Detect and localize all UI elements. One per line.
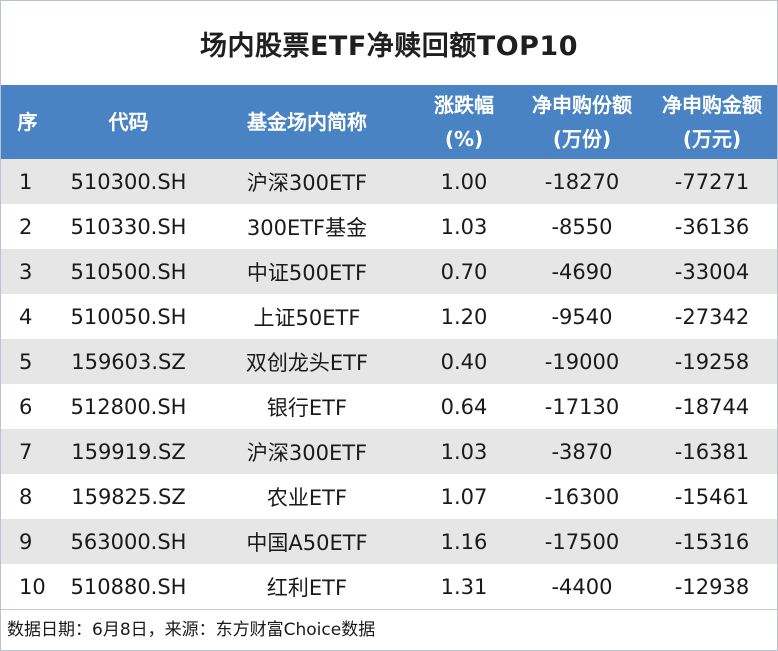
cell-change: 1.00 xyxy=(411,159,517,204)
cell-change: 1.03 xyxy=(411,429,517,474)
cell-change: 0.70 xyxy=(411,249,517,294)
table-row: 3 510500.SH 中证500ETF 0.70 -4690 -33004 xyxy=(1,249,777,294)
table-row: 5 159603.SZ 双创龙头ETF 0.40 -19000 -19258 xyxy=(1,339,777,384)
cell-index: 2 xyxy=(1,204,54,249)
header-code: 代码 xyxy=(54,85,203,159)
cell-net-shares: -8550 xyxy=(517,204,647,249)
cell-net-amount: -15316 xyxy=(647,519,777,564)
header-net-shares-line1: 净申购份额 xyxy=(532,93,632,117)
cell-index: 9 xyxy=(1,519,54,564)
table-row: 7 159919.SZ 沪深300ETF 1.03 -3870 -16381 xyxy=(1,429,777,474)
cell-change: 1.16 xyxy=(411,519,517,564)
cell-name: 中证500ETF xyxy=(203,249,411,294)
cell-net-amount: -15461 xyxy=(647,474,777,519)
cell-name: 红利ETF xyxy=(203,564,411,609)
cell-change: 1.20 xyxy=(411,294,517,339)
cell-net-amount: -16381 xyxy=(647,429,777,474)
etf-redemption-table: 序 代码 基金场内简称 涨跌幅 (%) 净申购份额 (万份) 净申购金额 (万元… xyxy=(1,85,777,609)
cell-code: 512800.SH xyxy=(54,384,203,429)
table-row: 1 510300.SH 沪深300ETF 1.00 -18270 -77271 xyxy=(1,159,777,204)
table-row: 2 510330.SH 300ETF基金 1.03 -8550 -36136 xyxy=(1,204,777,249)
header-row: 序 代码 基金场内简称 涨跌幅 (%) 净申购份额 (万份) 净申购金额 (万元… xyxy=(1,85,777,159)
table-row: 6 512800.SH 银行ETF 0.64 -17130 -18744 xyxy=(1,384,777,429)
title-bar: 场内股票ETF净赎回额TOP10 xyxy=(1,1,777,85)
cell-index: 6 xyxy=(1,384,54,429)
cell-net-amount: -77271 xyxy=(647,159,777,204)
cell-code: 510330.SH xyxy=(54,204,203,249)
cell-net-shares: -3870 xyxy=(517,429,647,474)
cell-index: 5 xyxy=(1,339,54,384)
header-net-amount-line2: (万元) xyxy=(682,127,742,151)
cell-code: 510500.SH xyxy=(54,249,203,294)
cell-net-amount: -18744 xyxy=(647,384,777,429)
cell-net-amount: -33004 xyxy=(647,249,777,294)
cell-net-shares: -4690 xyxy=(517,249,647,294)
cell-index: 4 xyxy=(1,294,54,339)
cell-code: 159825.SZ xyxy=(54,474,203,519)
table-row: 9 563000.SH 中国A50ETF 1.16 -17500 -15316 xyxy=(1,519,777,564)
cell-index: 1 xyxy=(1,159,54,204)
source-note: 数据日期：6月8日，来源：东方财富Choice数据 xyxy=(1,609,777,644)
cell-code: 510050.SH xyxy=(54,294,203,339)
header-net-amount-line1: 净申购金额 xyxy=(662,93,762,117)
header-change-line2: (%) xyxy=(444,127,484,151)
cell-name: 银行ETF xyxy=(203,384,411,429)
header-change-line1: 涨跌幅 xyxy=(434,93,494,117)
cell-index: 7 xyxy=(1,429,54,474)
cell-net-shares: -4400 xyxy=(517,564,647,609)
cell-net-amount: -19258 xyxy=(647,339,777,384)
cell-change: 1.07 xyxy=(411,474,517,519)
cell-name: 农业ETF xyxy=(203,474,411,519)
cell-name: 双创龙头ETF xyxy=(203,339,411,384)
table-row: 4 510050.SH 上证50ETF 1.20 -9540 -27342 xyxy=(1,294,777,339)
table-body: 1 510300.SH 沪深300ETF 1.00 -18270 -77271 … xyxy=(1,159,777,609)
cell-change: 0.40 xyxy=(411,339,517,384)
header-index: 序 xyxy=(1,85,54,159)
cell-net-shares: -16300 xyxy=(517,474,647,519)
cell-change: 1.31 xyxy=(411,564,517,609)
cell-net-amount: -27342 xyxy=(647,294,777,339)
cell-change: 1.03 xyxy=(411,204,517,249)
cell-name: 沪深300ETF xyxy=(203,429,411,474)
cell-net-amount: -36136 xyxy=(647,204,777,249)
cell-index: 3 xyxy=(1,249,54,294)
cell-change: 0.64 xyxy=(411,384,517,429)
table-title: 场内股票ETF净赎回额TOP10 xyxy=(199,30,579,62)
cell-code: 159603.SZ xyxy=(54,339,203,384)
cell-name: 300ETF基金 xyxy=(203,204,411,249)
cell-code: 510880.SH xyxy=(54,564,203,609)
cell-code: 563000.SH xyxy=(54,519,203,564)
table-row: 10 510880.SH 红利ETF 1.31 -4400 -12938 xyxy=(1,564,777,609)
cell-name: 沪深300ETF xyxy=(203,159,411,204)
cell-index: 10 xyxy=(1,564,54,609)
header-change: 涨跌幅 (%) xyxy=(411,85,517,159)
table-row: 8 159825.SZ 农业ETF 1.07 -16300 -15461 xyxy=(1,474,777,519)
cell-net-shares: -17500 xyxy=(517,519,647,564)
cell-net-amount: -12938 xyxy=(647,564,777,609)
cell-name: 上证50ETF xyxy=(203,294,411,339)
cell-code: 159919.SZ xyxy=(54,429,203,474)
header-net-shares-line2: (万份) xyxy=(552,127,612,151)
cell-code: 510300.SH xyxy=(54,159,203,204)
cell-index: 8 xyxy=(1,474,54,519)
header-net-shares: 净申购份额 (万份) xyxy=(517,85,647,159)
cell-name: 中国A50ETF xyxy=(203,519,411,564)
cell-net-shares: -18270 xyxy=(517,159,647,204)
header-net-amount: 净申购金额 (万元) xyxy=(647,85,777,159)
cell-net-shares: -9540 xyxy=(517,294,647,339)
cell-net-shares: -19000 xyxy=(517,339,647,384)
header-name: 基金场内简称 xyxy=(203,85,411,159)
table-header: 序 代码 基金场内简称 涨跌幅 (%) 净申购份额 (万份) 净申购金额 (万元… xyxy=(1,85,777,159)
cell-net-shares: -17130 xyxy=(517,384,647,429)
